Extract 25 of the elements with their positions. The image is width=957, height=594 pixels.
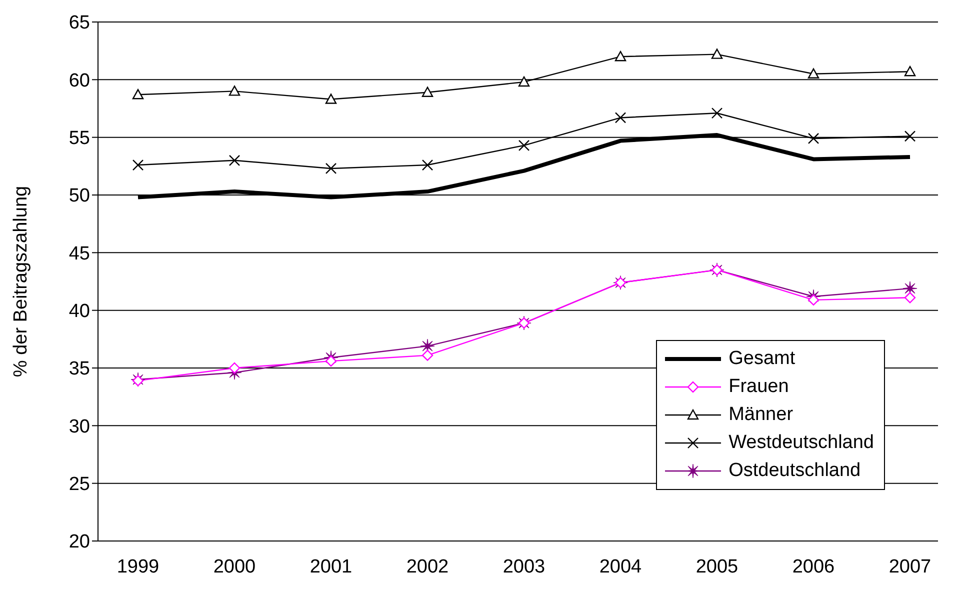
x-tick-label: 2007 xyxy=(888,556,932,578)
y-tick-label: 55 xyxy=(68,128,90,150)
y-tick-label: 45 xyxy=(68,243,90,264)
y-tick-label: 65 xyxy=(68,12,90,34)
y-tick-label: 40 xyxy=(68,301,90,322)
y-tick-label: 35 xyxy=(68,358,90,380)
y-tick-label: 60 xyxy=(68,70,90,92)
y-tick-label: 25 xyxy=(68,474,90,496)
legend-label: Ostdeutschland xyxy=(728,460,861,482)
legend-label: Frauen xyxy=(728,376,789,398)
legend-label: Gesamt xyxy=(728,348,796,370)
y-axis-title: % der Beitragszahlung xyxy=(10,186,32,378)
x-tick-label: 2001 xyxy=(310,556,352,578)
legend-label: Westdeutschland xyxy=(728,432,874,454)
legend-label: Männer xyxy=(728,404,794,426)
y-tick-label: 50 xyxy=(68,186,90,207)
x-tick-label: 2003 xyxy=(502,556,546,578)
x-tick-label: 2000 xyxy=(213,556,256,578)
y-tick-label: 30 xyxy=(68,416,90,438)
x-tick-label: 2005 xyxy=(696,556,738,578)
x-tick-label: 2002 xyxy=(406,556,449,578)
x-tick-label: 1999 xyxy=(116,556,160,578)
x-tick-label: 2004 xyxy=(599,556,642,578)
y-tick-label: 20 xyxy=(68,532,90,553)
x-tick-label: 2006 xyxy=(792,556,835,578)
